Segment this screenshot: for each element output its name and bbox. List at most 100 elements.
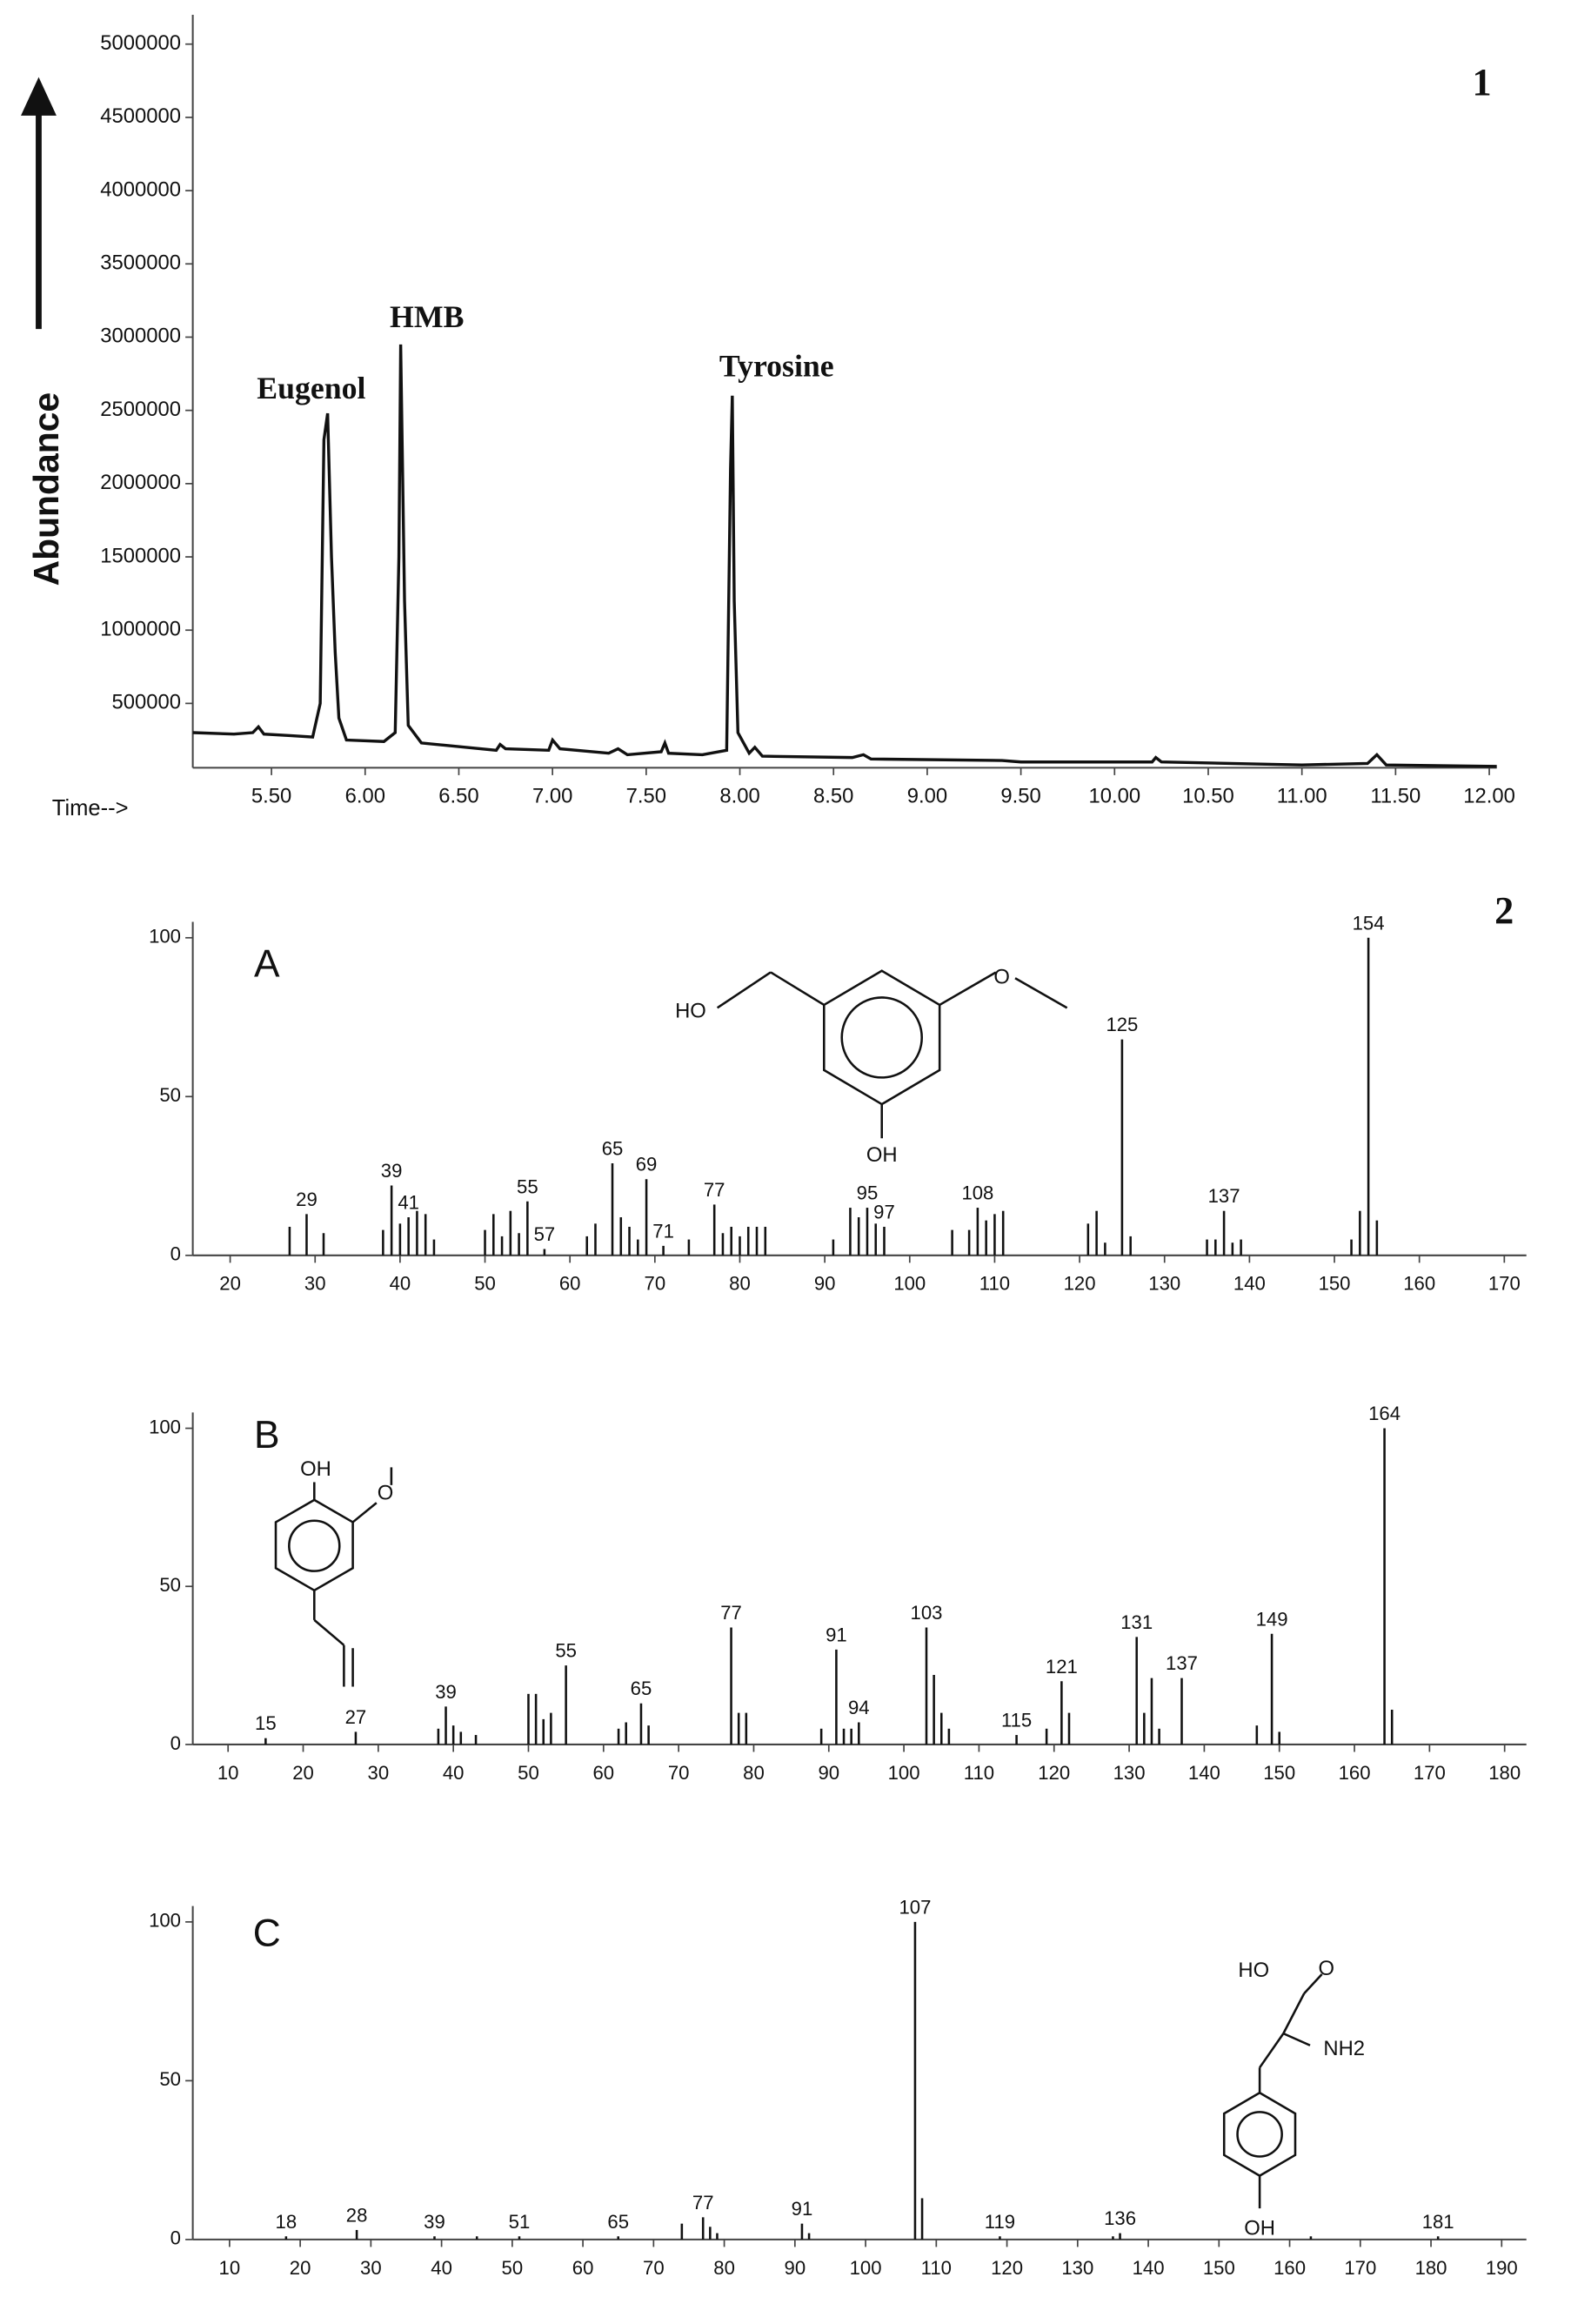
x-tick-label: 130 (1113, 1762, 1146, 1784)
y-tick-label: 1500000 (100, 544, 181, 567)
x-tick-label: 170 (1344, 2257, 1376, 2279)
peak-label: 77 (704, 1179, 725, 1201)
x-tick-label: 9.50 (1000, 785, 1040, 808)
x-tick-label: 50 (502, 2257, 524, 2279)
peak-label: 131 (1120, 1611, 1153, 1633)
x-tick-label: 80 (713, 2257, 735, 2279)
x-tick-label: 5.50 (251, 785, 291, 808)
y-tick-label: 2000000 (100, 471, 181, 494)
y-tick-label: 50 (159, 1574, 181, 1596)
panel-label: A (254, 942, 280, 985)
peak-label: 39 (435, 1681, 457, 1703)
x-tick-label: 170 (1414, 1762, 1446, 1784)
structure-label: OH (300, 1457, 331, 1481)
peak-label: 28 (346, 2204, 368, 2226)
x-tick-label: 160 (1274, 2257, 1306, 2279)
y-tick-label: 0 (170, 1732, 181, 1754)
x-tick-label: 70 (643, 2257, 665, 2279)
peak-label: 77 (692, 2192, 714, 2213)
x-tick-label: 9.00 (907, 785, 947, 808)
peak-label: 91 (826, 1624, 847, 1645)
peak-label: 137 (1166, 1652, 1198, 1674)
x-tick-label: 150 (1319, 1273, 1351, 1295)
x-tick-label: 50 (518, 1762, 539, 1784)
chromatogram-line (192, 344, 1497, 768)
panel-label: C (253, 1912, 281, 1954)
y-tick-label: 0 (170, 2227, 181, 2249)
y-tick-label: 100 (149, 1910, 181, 1932)
y-tick-label: 2500000 (100, 398, 181, 421)
x-tick-label: 60 (592, 1762, 614, 1784)
peak-label: 181 (1422, 2211, 1454, 2233)
structure (274, 1467, 393, 1687)
x-tick-label: 90 (785, 2257, 806, 2279)
arrow-head (21, 77, 57, 116)
annotation: Tyrosine (719, 348, 834, 383)
peak-label: 103 (911, 1602, 943, 1624)
peak-label: 39 (424, 2211, 445, 2233)
x-tick-label: 10.00 (1088, 785, 1140, 808)
x-tick-label: 110 (921, 2257, 952, 2279)
x-tick-label: 90 (814, 1273, 836, 1295)
x-tick-label: 110 (979, 1273, 1010, 1295)
peak-label: 136 (1104, 2207, 1136, 2229)
peak-label: 41 (398, 1192, 419, 1214)
x-tick-label: 140 (1188, 1762, 1220, 1784)
x-tick-label: 12.00 (1463, 785, 1515, 808)
x-tick-label: 6.00 (345, 785, 385, 808)
y-axis-label: Abundance (26, 392, 66, 586)
x-tick-label: 130 (1148, 1273, 1180, 1295)
y-tick-label: 3500000 (100, 251, 181, 275)
y-tick-label: 0 (170, 1243, 181, 1265)
y-tick-label: 3000000 (100, 325, 181, 348)
peak-label: 119 (985, 2211, 1015, 2233)
structure-label: O (378, 1481, 394, 1504)
x-tick-label: 60 (559, 1273, 581, 1295)
x-tick-label: 50 (474, 1273, 496, 1295)
x-tick-label: 190 (1486, 2257, 1518, 2279)
peak-label: 51 (509, 2211, 531, 2233)
x-tick-label: 150 (1203, 2257, 1235, 2279)
x-tick-label: 20 (292, 1762, 314, 1784)
x-tick-label: 80 (743, 1762, 765, 1784)
x-tick-label: 140 (1233, 1273, 1266, 1295)
peak-label: 121 (1046, 1656, 1078, 1678)
x-tick-label: 30 (304, 1273, 326, 1295)
peak-label: 18 (276, 2211, 297, 2233)
x-axis-label: Time--> (52, 796, 129, 820)
x-tick-label: 11.50 (1370, 785, 1421, 808)
x-tick-label: 11.00 (1277, 785, 1327, 808)
peak-label: 57 (534, 1223, 556, 1245)
peak-label: 65 (607, 2211, 629, 2233)
x-tick-label: 160 (1403, 1273, 1435, 1295)
peak-label: 97 (873, 1201, 895, 1222)
x-tick-label: 180 (1488, 1762, 1521, 1784)
structure-label: OH (1244, 2216, 1275, 2240)
structure (716, 969, 1068, 1139)
peak-label: 115 (1001, 1710, 1032, 1731)
y-tick-label: 100 (149, 1416, 181, 1437)
peak-label: 71 (652, 1220, 674, 1242)
x-tick-label: 40 (443, 1762, 465, 1784)
y-tick-label: 1000000 (100, 618, 181, 641)
x-tick-label: 80 (729, 1273, 751, 1295)
structure-label: O (993, 966, 1010, 989)
x-tick-label: 7.00 (532, 785, 572, 808)
peak-label: 95 (857, 1182, 879, 1204)
x-tick-label: 6.50 (438, 785, 478, 808)
y-tick-label: 5000000 (100, 31, 181, 55)
peak-label: 77 (720, 1602, 742, 1624)
x-tick-label: 180 (1415, 2257, 1447, 2279)
x-tick-label: 100 (893, 1273, 926, 1295)
peak-label: 65 (602, 1137, 624, 1159)
x-tick-label: 40 (431, 2257, 452, 2279)
x-tick-label: 30 (360, 2257, 382, 2279)
x-tick-label: 30 (368, 1762, 390, 1784)
peak-label: 125 (1106, 1014, 1138, 1035)
figure-label: 1 (1473, 61, 1492, 104)
y-tick-label: 50 (159, 1084, 181, 1106)
peak-label: 15 (255, 1712, 277, 1734)
x-tick-label: 20 (219, 1273, 241, 1295)
x-tick-label: 70 (645, 1273, 666, 1295)
